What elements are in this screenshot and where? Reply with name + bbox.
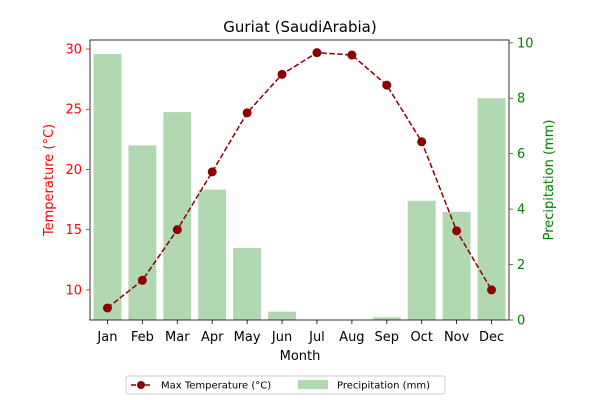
- plot-frame: [89, 39, 510, 321]
- precipitation-bar-apr: [198, 189, 227, 320]
- y-left-tick-label: 10: [65, 283, 82, 298]
- x-tick-label: Nov: [444, 330, 470, 345]
- chart-title: Guriat (SaudiArabia): [223, 18, 376, 36]
- y-right-tick-label: 0: [517, 314, 525, 329]
- y-left-tick-label: 20: [65, 163, 82, 178]
- precipitation-bar-mar: [163, 112, 192, 320]
- y-right-tick-label: 6: [517, 147, 525, 162]
- x-tick-label: May: [234, 330, 261, 345]
- y-axis-left-label: Temperature (°C): [42, 124, 57, 237]
- precipitation-bar-jun: [268, 311, 296, 320]
- axes: Jan Feb Mar Apr May Jun Jul Aug Sep Oct Nov Dec 10 15…: [65, 36, 533, 345]
- y-left-tick-label: 25: [65, 103, 82, 118]
- y-axis-right-label: Precipitation (mm): [542, 120, 557, 241]
- temperature-point-sep: [382, 80, 392, 90]
- precipitation-bar-oct: [407, 200, 436, 320]
- y-right-tick-label: 4: [517, 203, 525, 218]
- x-tick-label: Jun: [271, 330, 292, 345]
- y-right-tick-label: 2: [517, 258, 525, 273]
- x-tick-label: Jul: [308, 330, 325, 345]
- legend-bar-swatch: [298, 380, 328, 389]
- temperature-point-nov: [452, 226, 462, 236]
- temperature-point-apr: [207, 167, 217, 177]
- y-left-tick-label: 15: [65, 223, 82, 238]
- legend-frame: [125, 375, 446, 395]
- temperature-point-aug: [347, 50, 357, 60]
- x-tick-label: Sep: [375, 330, 400, 345]
- legend-marker-swatch: [137, 381, 145, 389]
- x-axis-label: Month: [280, 349, 321, 364]
- precipitation-bar-sep: [372, 317, 401, 320]
- precipitation-bar-dec: [477, 98, 506, 320]
- temperature-point-may: [242, 108, 252, 118]
- y-right-tick-label: 10: [517, 36, 534, 51]
- temperature-line: [102, 48, 497, 313]
- precipitation-bar-may: [233, 247, 262, 320]
- precipitation-bars: [93, 53, 506, 321]
- legend-label-temperature: Max Temperature (°C): [161, 381, 271, 392]
- y-right-tick-label: 8: [517, 92, 525, 107]
- temperature-point-oct: [417, 137, 427, 147]
- temperature-point-mar: [172, 225, 182, 235]
- y-left-tick-label: 30: [65, 43, 82, 58]
- legend-label-precipitation: Precipitation (mm): [337, 381, 430, 392]
- precipitation-bar-jan: [93, 53, 122, 321]
- temperature-point-feb: [137, 275, 147, 285]
- x-tick-label: Mar: [165, 330, 190, 345]
- x-tick-label: Feb: [131, 330, 154, 345]
- temperature-series-line: [106, 51, 493, 309]
- precipitation-bar-feb: [128, 145, 157, 320]
- temperature-point-jan: [102, 303, 112, 313]
- x-tick-label: Dec: [479, 330, 504, 345]
- temperature-point-jul: [312, 48, 322, 58]
- x-tick-label: Aug: [339, 330, 364, 345]
- x-tick-label: Apr: [201, 330, 224, 345]
- temperature-point-dec: [487, 285, 497, 295]
- x-tick-label: Oct: [410, 330, 432, 345]
- temperature-point-jun: [277, 69, 287, 79]
- legend: Max Temperature (°C) Precipitation (mm): [125, 375, 446, 395]
- x-tick-label: Jan: [96, 330, 117, 345]
